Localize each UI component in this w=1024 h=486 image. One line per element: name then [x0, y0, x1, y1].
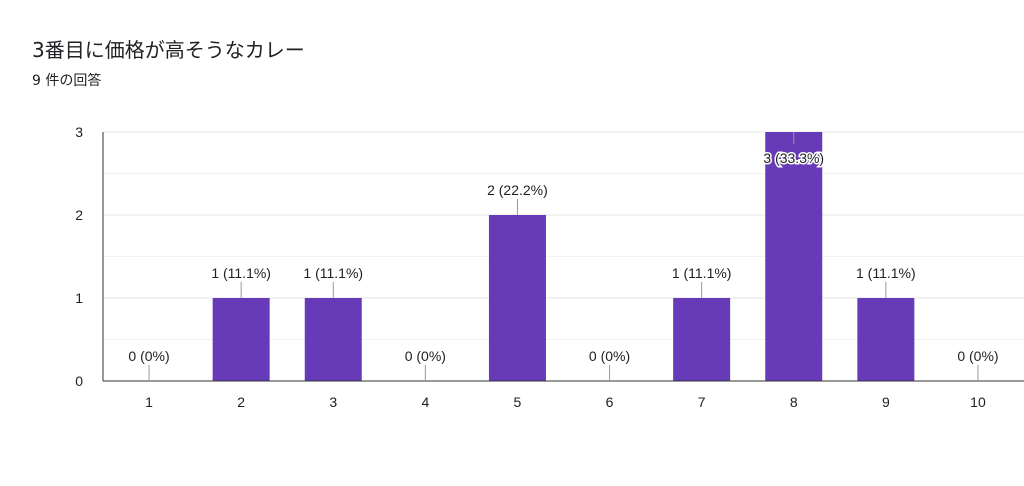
data-label: 3 (33.3%)	[763, 150, 824, 166]
data-label: 0 (0%)	[957, 348, 998, 364]
y-tick-label: 1	[75, 290, 83, 306]
x-tick-label: 5	[514, 394, 522, 410]
bar	[488, 215, 546, 381]
x-tick-label: 2	[237, 394, 245, 410]
y-tick-label: 3	[75, 124, 83, 140]
data-label: 0 (0%)	[128, 348, 169, 364]
data-labels: 0 (0%) 1 (11.1%) 1 (11.1%) 0 (0%) 2 (22.2%) 0…	[128, 132, 999, 381]
data-label: 1 (11.1%)	[211, 265, 271, 281]
x-tick-label: 10	[970, 394, 986, 410]
x-tick-label: 7	[698, 394, 706, 410]
x-tick-label: 8	[790, 394, 798, 410]
data-label: 0 (0%)	[405, 348, 446, 364]
data-label: 1 (11.1%)	[856, 265, 916, 281]
x-tick-label: 4	[421, 394, 429, 410]
data-label: 2 (22.2%)	[487, 182, 548, 198]
bar	[673, 298, 731, 381]
y-tick-label: 0	[75, 373, 83, 389]
y-tick-label: 2	[75, 207, 83, 223]
axes: 0 1 2 3 1 2 3 4 5 6 7 8 9 10	[75, 124, 1024, 410]
bar	[857, 298, 915, 381]
data-label: 1 (11.1%)	[672, 265, 732, 281]
chart-title: 3番目に価格が高そうなカレー	[32, 38, 305, 62]
bar	[304, 298, 362, 381]
bar	[765, 132, 823, 381]
bar	[212, 298, 270, 381]
data-label: 0 (0%)	[589, 348, 630, 364]
x-tick-label: 1	[145, 394, 153, 410]
response-count: 9 件の回答	[32, 73, 102, 89]
bars	[212, 132, 915, 381]
data-label: 1 (11.1%)	[303, 265, 363, 281]
x-tick-label: 9	[882, 394, 890, 410]
x-tick-label: 3	[329, 394, 337, 410]
x-tick-label: 6	[606, 394, 614, 410]
